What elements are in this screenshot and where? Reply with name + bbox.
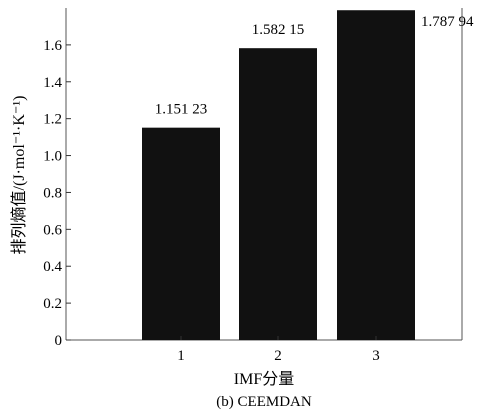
y-tick-label: 0.2 <box>43 296 62 312</box>
y-tick-label: 0.6 <box>43 222 62 238</box>
y-tick-label: 1.2 <box>43 112 62 128</box>
bar-1 <box>142 127 220 341</box>
x-tick-label: 2 <box>274 348 282 364</box>
y-tick-label: 1.0 <box>43 149 62 165</box>
data-labels: 1.151 23 1.582 15 1.787 94 <box>155 14 474 117</box>
x-ticks: 1 2 3 <box>177 336 380 364</box>
data-label: 1.582 15 <box>252 22 305 38</box>
bar-2 <box>239 48 317 341</box>
y-tick-label: 0.4 <box>43 259 62 275</box>
y-tick-label: 1.4 <box>43 75 62 91</box>
y-axis-title: 排列熵值/(J·mol⁻¹·K⁻¹) <box>10 96 28 255</box>
y-ticks: 0 0.2 0.4 0.6 0.8 1.0 1.2 1.4 1.6 <box>43 38 71 349</box>
y-tick-label: 0 <box>55 333 63 349</box>
x-tick-label: 3 <box>372 348 380 364</box>
data-label: 1.151 23 <box>155 102 208 118</box>
bars <box>142 10 415 341</box>
bar-3 <box>337 10 415 341</box>
data-label: 1.787 94 <box>421 14 474 30</box>
figure-caption: (b) CEEMDAN <box>216 394 312 410</box>
y-tick-label: 1.6 <box>43 38 62 54</box>
x-tick-label: 1 <box>177 348 185 364</box>
x-axis-title: IMF分量 <box>234 370 294 388</box>
y-tick-label: 0.8 <box>43 185 62 201</box>
